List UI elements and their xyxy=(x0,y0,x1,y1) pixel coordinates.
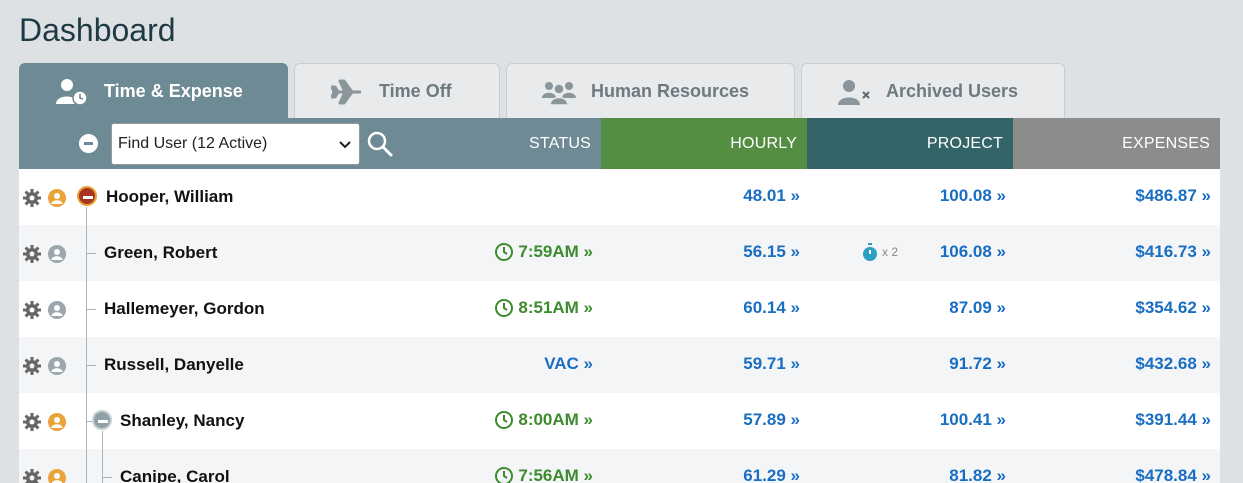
gear-icon[interactable] xyxy=(23,413,41,431)
collapse-all-icon[interactable] xyxy=(79,134,98,153)
expenses-value[interactable]: $416.73 » xyxy=(1135,242,1211,261)
find-user-value: Find User (12 Active) xyxy=(118,135,268,152)
expenses-value[interactable]: $432.68 » xyxy=(1135,354,1211,373)
hourly-value[interactable]: 60.14 » xyxy=(743,298,800,317)
project-value[interactable]: 81.82 » xyxy=(949,466,1006,483)
status-text: 8:00AM » xyxy=(518,410,593,429)
user-remove-icon xyxy=(836,76,872,108)
hourly-value[interactable]: 48.01 » xyxy=(743,186,800,205)
tab-archived-users[interactable]: Archived Users xyxy=(801,63,1065,119)
user-name[interactable]: Canipe, Carol xyxy=(120,467,230,483)
user-name[interactable]: Shanley, Nancy xyxy=(120,411,245,430)
user-icon xyxy=(48,357,66,375)
hourly-value[interactable]: 61.29 » xyxy=(743,466,800,483)
status-text: 8:51AM » xyxy=(518,298,593,317)
gear-icon[interactable] xyxy=(23,469,41,483)
status-vacation[interactable]: VAC » xyxy=(544,354,593,373)
hourly-value[interactable]: 56.15 » xyxy=(743,242,800,261)
tree-branch xyxy=(102,477,112,478)
hourly-value[interactable]: 57.89 » xyxy=(743,410,800,429)
chevron-down-icon xyxy=(339,138,351,152)
expenses-value[interactable]: $486.87 » xyxy=(1135,186,1211,205)
project-column-header[interactable]: PROJECT xyxy=(807,118,1013,169)
tree-line xyxy=(102,449,103,483)
users-group-icon xyxy=(541,76,577,108)
user-name[interactable]: Russell, Danyelle xyxy=(104,355,244,374)
tab-label: Human Resources xyxy=(591,81,750,101)
tab-human-resources[interactable]: Human Resources xyxy=(506,63,795,119)
clock-icon xyxy=(495,299,514,317)
tree-branch xyxy=(86,421,92,422)
stopwatch-icon xyxy=(863,243,877,261)
table-row: Hooper, William 48.01 » 100.08 » $486.87… xyxy=(19,169,1220,225)
collapse-icon[interactable] xyxy=(92,410,112,430)
manager-user-icon xyxy=(48,189,66,207)
hourly-value[interactable]: 59.71 » xyxy=(743,354,800,373)
clock-icon xyxy=(495,467,514,483)
expenses-value[interactable]: $478.84 » xyxy=(1135,466,1211,483)
manager-user-icon xyxy=(48,413,66,431)
table-row: Russell, Danyelle VAC » 59.71 » 91.72 » … xyxy=(19,337,1220,393)
tab-label: Time Off xyxy=(379,81,452,101)
user-icon xyxy=(48,301,66,319)
status-clock-in[interactable]: 7:56AM » xyxy=(494,466,593,483)
user-name[interactable]: Hooper, William xyxy=(106,187,234,206)
status-clock-in[interactable]: 7:59AM » xyxy=(494,242,593,262)
user-table: Hooper, William 48.01 » 100.08 » $486.87… xyxy=(19,169,1220,483)
find-user-select[interactable]: Find User (12 Active) xyxy=(111,123,360,165)
gear-icon[interactable] xyxy=(23,301,41,319)
project-value[interactable]: 91.72 » xyxy=(949,354,1006,373)
table-row: Green, Robert 7:59AM » 56.15 » x 2 106.0… xyxy=(19,225,1220,281)
table-row: Canipe, Carol 7:56AM » 61.29 » 81.82 » $… xyxy=(19,449,1220,483)
tab-time-expense[interactable]: Time & Expense xyxy=(19,63,288,119)
table-row: Hallemeyer, Gordon 8:51AM » 60.14 » 87.0… xyxy=(19,281,1220,337)
tree-line xyxy=(86,449,87,483)
expenses-value[interactable]: $354.62 » xyxy=(1135,298,1211,317)
tree-branch xyxy=(86,253,96,254)
user-name[interactable]: Green, Robert xyxy=(104,243,218,262)
table-row: Shanley, Nancy 8:00AM » 57.89 » 100.41 »… xyxy=(19,393,1220,449)
tree-branch xyxy=(86,365,96,366)
user-clock-icon xyxy=(54,76,90,108)
project-value[interactable]: 100.41 » xyxy=(939,410,1006,429)
clock-icon xyxy=(495,411,514,429)
user-icon xyxy=(48,245,66,263)
gear-icon[interactable] xyxy=(23,245,41,263)
clock-icon xyxy=(495,243,514,261)
hourly-column-header[interactable]: HOURLY xyxy=(601,118,807,169)
tree-branch xyxy=(86,309,96,310)
gear-icon[interactable] xyxy=(23,189,41,207)
project-value[interactable]: 100.08 » xyxy=(939,186,1006,205)
table-header: Find User (12 Active) STATUS HOURLY PROJ… xyxy=(19,118,1220,169)
manager-user-icon xyxy=(48,469,66,483)
status-text: 7:59AM » xyxy=(518,242,593,261)
expenses-column-header[interactable]: EXPENSES xyxy=(1013,118,1220,169)
tab-time-off[interactable]: Time Off xyxy=(294,63,500,119)
status-column-header[interactable]: STATUS xyxy=(529,134,591,152)
timer[interactable]: x 2 xyxy=(862,243,898,261)
airplane-icon xyxy=(329,76,365,108)
collapse-icon[interactable] xyxy=(77,186,97,206)
tab-label: Archived Users xyxy=(886,81,1019,101)
tree-line xyxy=(102,431,103,449)
project-value[interactable]: 106.08 » xyxy=(939,242,1006,261)
status-clock-in[interactable]: 8:51AM » xyxy=(494,298,593,318)
project-value[interactable]: 87.09 » xyxy=(949,298,1006,317)
page-title: Dashboard xyxy=(19,12,176,48)
status-clock-in[interactable]: 8:00AM » xyxy=(494,410,593,430)
timer-count: x 2 xyxy=(882,245,899,259)
tree-line xyxy=(86,207,87,225)
status-text: 7:56AM » xyxy=(518,466,593,483)
gear-icon[interactable] xyxy=(23,357,41,375)
user-name[interactable]: Hallemeyer, Gordon xyxy=(104,299,265,318)
expenses-value[interactable]: $391.44 » xyxy=(1135,410,1211,429)
tab-label: Time & Expense xyxy=(104,81,243,101)
search-icon[interactable] xyxy=(366,130,394,158)
